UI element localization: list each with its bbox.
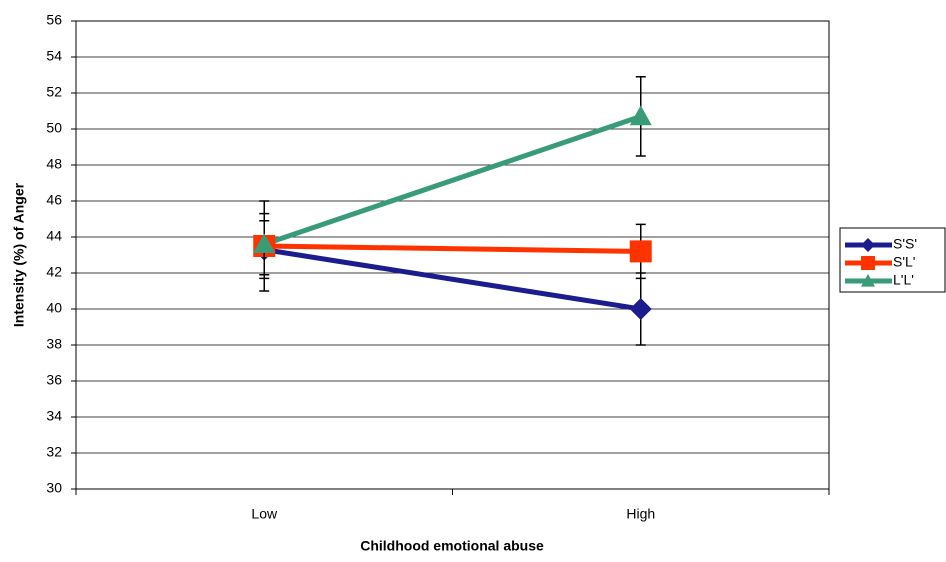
series-line (264, 243, 641, 254)
y-tick-label: 40 (46, 300, 62, 316)
y-tick-label: 50 (46, 120, 62, 136)
y-tick-label: 30 (46, 480, 62, 496)
y-tick-label: 48 (46, 156, 62, 172)
legend-label: L'L' (893, 272, 914, 288)
plot-area (75, 20, 830, 490)
y-tick-label: 32 (46, 444, 62, 460)
y-tick-label: 56 (46, 12, 62, 28)
y-tick-label: 34 (46, 408, 62, 424)
y-tick-label: 52 (46, 84, 62, 100)
y-axis-label: Intensity (%) of Anger (11, 182, 27, 327)
x-tick-label: Low (251, 506, 278, 522)
x-tick-label: High (626, 506, 655, 522)
marker (629, 105, 652, 126)
series-line (263, 114, 642, 247)
y-tick-label: 36 (46, 372, 62, 388)
legend-label: S'S' (893, 236, 917, 252)
marker (253, 233, 276, 253)
legend-label: S'L' (893, 254, 915, 270)
y-tick-label: 42 (46, 264, 62, 280)
marker (861, 256, 875, 270)
marker (629, 298, 652, 320)
y-tick-label: 38 (46, 336, 62, 352)
marker (861, 238, 875, 252)
x-axis-label: Childhood emotional abuse (360, 538, 544, 554)
y-tick-label: 46 (46, 192, 62, 208)
series-line (263, 247, 642, 312)
y-tick-label: 54 (46, 48, 62, 64)
marker (861, 274, 875, 287)
marker (629, 240, 652, 263)
y-tick-label: 44 (46, 228, 62, 244)
